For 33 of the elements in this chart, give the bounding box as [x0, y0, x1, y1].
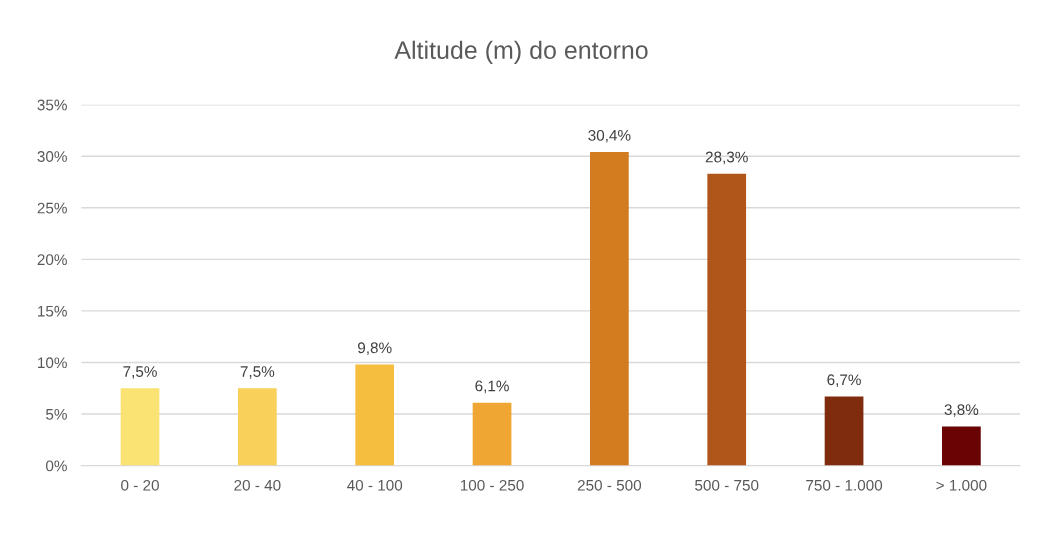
x-tick-label: 250 - 500 — [577, 479, 642, 491]
data-label: 28,3% — [705, 151, 748, 165]
bar — [120, 388, 160, 466]
data-label: 30,4% — [588, 129, 631, 143]
x-tick-label: 20 - 40 — [234, 479, 281, 491]
data-label: 3,8% — [944, 404, 979, 417]
y-tick-label: 35% — [37, 99, 67, 111]
data-label: 6,1% — [475, 380, 509, 394]
chart-title: Altitude (m) do entorno — [394, 40, 648, 64]
y-tick-label: 30% — [37, 151, 67, 162]
bar — [355, 364, 395, 466]
data-label: 9,8% — [358, 342, 392, 355]
x-tick-label: 0 - 20 — [121, 479, 159, 491]
data-label: 7,5% — [240, 366, 275, 379]
x-tick-label: 500 - 750 — [695, 479, 759, 491]
x-tick-label: > 1.000 — [936, 479, 987, 491]
y-tick-label: 20% — [37, 254, 67, 266]
y-tick-label: 15% — [38, 305, 67, 317]
x-tick-label: 100 - 250 — [460, 479, 524, 491]
bar — [942, 426, 981, 466]
y-tick-label: 10% — [38, 357, 67, 369]
bar — [707, 173, 747, 466]
bar — [472, 402, 512, 466]
bar — [238, 388, 277, 466]
y-tick-label: 25% — [37, 202, 67, 214]
data-label: 7,5% — [123, 366, 157, 379]
x-tick-label: 40 - 100 — [347, 479, 403, 491]
x-tick-label: 750 - 1.000 — [806, 479, 883, 491]
bar — [824, 396, 864, 466]
y-tick-label: 0% — [45, 460, 67, 472]
y-tick-label: 5% — [46, 408, 67, 420]
data-label: 6,7% — [827, 374, 861, 387]
bar — [590, 152, 629, 466]
